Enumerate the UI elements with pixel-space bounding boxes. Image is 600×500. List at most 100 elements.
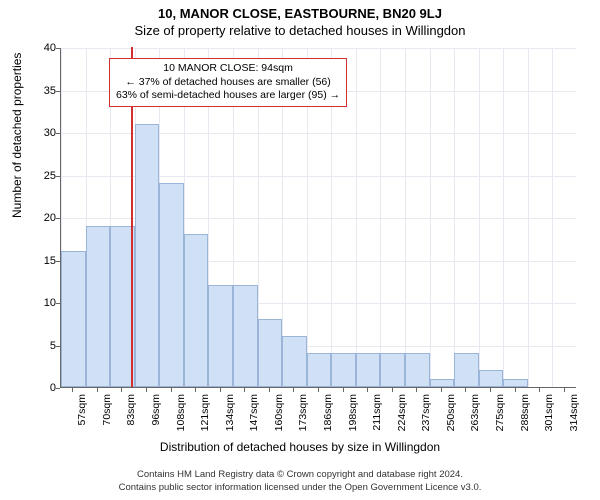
- x-tick-label: 198sqm: [347, 394, 359, 444]
- gridline-v: [430, 48, 431, 387]
- x-tick-mark: [539, 388, 540, 392]
- gridline-v: [356, 48, 357, 387]
- x-tick-label: 288sqm: [519, 394, 531, 444]
- footer-line-1: Contains HM Land Registry data © Crown c…: [0, 469, 600, 481]
- x-tick-label: 70sqm: [101, 394, 113, 444]
- histogram-bar: [479, 370, 504, 387]
- histogram-bar: [208, 285, 233, 387]
- histogram-bar: [405, 353, 430, 387]
- histogram-bar: [380, 353, 405, 387]
- y-tick-mark: [56, 133, 60, 134]
- x-tick-mark: [220, 388, 221, 392]
- y-tick-label: 35: [28, 85, 56, 97]
- x-tick-label: 250sqm: [445, 394, 457, 444]
- y-axis-label: Number of detached properties: [10, 53, 24, 218]
- gridline-v: [479, 48, 480, 387]
- histogram-bar: [184, 234, 209, 387]
- x-tick-mark: [441, 388, 442, 392]
- y-tick-mark: [56, 261, 60, 262]
- main-title: 10, MANOR CLOSE, EASTBOURNE, BN20 9LJ: [0, 6, 600, 21]
- x-tick-mark: [318, 388, 319, 392]
- x-tick-mark: [72, 388, 73, 392]
- y-tick-mark: [56, 346, 60, 347]
- histogram-bar: [331, 353, 356, 387]
- x-tick-mark: [121, 388, 122, 392]
- histogram-bar: [86, 226, 111, 388]
- x-tick-label: 147sqm: [248, 394, 260, 444]
- x-tick-label: 173sqm: [297, 394, 309, 444]
- x-tick-mark: [171, 388, 172, 392]
- x-tick-label: 160sqm: [273, 394, 285, 444]
- x-tick-label: 186sqm: [322, 394, 334, 444]
- x-tick-mark: [416, 388, 417, 392]
- gridline-v: [528, 48, 529, 387]
- x-tick-mark: [367, 388, 368, 392]
- y-tick-mark: [56, 176, 60, 177]
- y-tick-label: 20: [28, 212, 56, 224]
- footer: Contains HM Land Registry data © Crown c…: [0, 469, 600, 494]
- x-tick-label: 121sqm: [199, 394, 211, 444]
- x-tick-label: 301sqm: [543, 394, 555, 444]
- x-tick-mark: [244, 388, 245, 392]
- gridline-v: [503, 48, 504, 387]
- gridline-h: [61, 48, 576, 49]
- x-tick-mark: [343, 388, 344, 392]
- histogram-bar: [135, 124, 160, 388]
- x-tick-mark: [490, 388, 491, 392]
- histogram-bar: [356, 353, 381, 387]
- y-tick-label: 30: [28, 127, 56, 139]
- y-tick-label: 15: [28, 255, 56, 267]
- y-tick-label: 0: [28, 382, 56, 394]
- annotation-line-1: 10 MANOR CLOSE: 94sqm: [116, 62, 340, 76]
- histogram-bar: [454, 353, 479, 387]
- x-tick-mark: [564, 388, 565, 392]
- x-tick-mark: [515, 388, 516, 392]
- histogram-bar: [282, 336, 307, 387]
- histogram-bar: [61, 251, 86, 387]
- x-tick-mark: [465, 388, 466, 392]
- title-block: 10, MANOR CLOSE, EASTBOURNE, BN20 9LJ Si…: [0, 0, 600, 38]
- y-tick-label: 25: [28, 170, 56, 182]
- histogram-bar: [233, 285, 258, 387]
- annotation-line-3: 63% of semi-detached houses are larger (…: [116, 89, 340, 103]
- x-tick-label: 263sqm: [469, 394, 481, 444]
- x-tick-label: 108sqm: [175, 394, 187, 444]
- gridline-v: [552, 48, 553, 387]
- x-tick-label: 211sqm: [371, 394, 383, 444]
- y-tick-label: 40: [28, 42, 56, 54]
- x-tick-label: 96sqm: [150, 394, 162, 444]
- gridline-v: [380, 48, 381, 387]
- x-tick-mark: [293, 388, 294, 392]
- x-tick-mark: [269, 388, 270, 392]
- footer-line-2: Contains public sector information licen…: [0, 482, 600, 494]
- x-tick-label: 224sqm: [396, 394, 408, 444]
- x-tick-mark: [392, 388, 393, 392]
- y-tick-label: 5: [28, 340, 56, 352]
- plot-area: 10 MANOR CLOSE: 94sqm← 37% of detached h…: [60, 48, 576, 388]
- x-tick-label: 275sqm: [494, 394, 506, 444]
- y-tick-mark: [56, 303, 60, 304]
- x-tick-mark: [97, 388, 98, 392]
- x-tick-mark: [195, 388, 196, 392]
- histogram-bar: [258, 319, 283, 387]
- y-tick-label: 10: [28, 297, 56, 309]
- gridline-v: [454, 48, 455, 387]
- histogram-bar: [503, 379, 528, 388]
- histogram-bar: [159, 183, 184, 387]
- histogram-bar: [430, 379, 455, 388]
- x-tick-label: 237sqm: [420, 394, 432, 444]
- x-tick-label: 83sqm: [125, 394, 137, 444]
- gridline-v: [405, 48, 406, 387]
- x-tick-label: 57sqm: [76, 394, 88, 444]
- y-tick-mark: [56, 91, 60, 92]
- y-tick-mark: [56, 218, 60, 219]
- histogram-bar: [307, 353, 332, 387]
- y-tick-mark: [56, 388, 60, 389]
- annotation-line-2: ← 37% of detached houses are smaller (56…: [116, 76, 340, 90]
- annotation-box: 10 MANOR CLOSE: 94sqm← 37% of detached h…: [109, 58, 347, 107]
- x-tick-label: 134sqm: [224, 394, 236, 444]
- y-tick-mark: [56, 48, 60, 49]
- x-tick-mark: [146, 388, 147, 392]
- sub-title: Size of property relative to detached ho…: [0, 23, 600, 38]
- x-tick-label: 314sqm: [568, 394, 580, 444]
